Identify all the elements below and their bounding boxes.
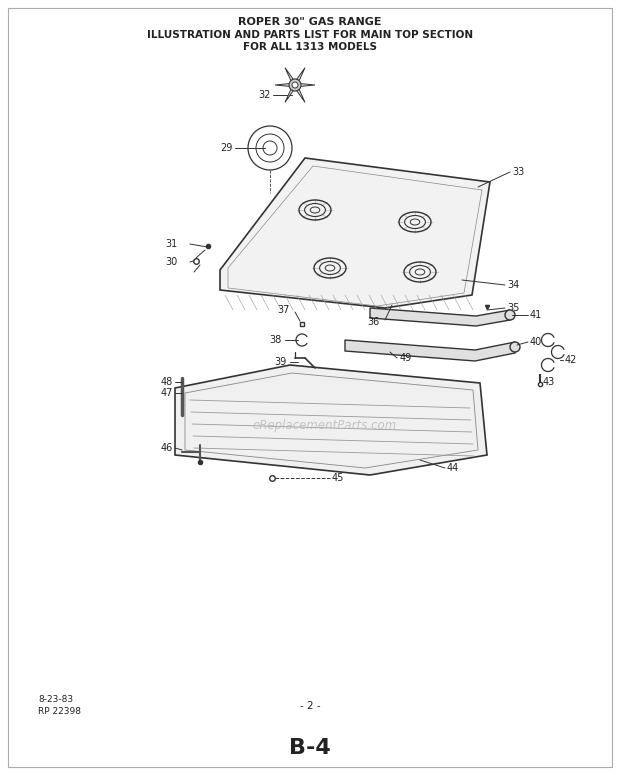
Text: B-4: B-4	[289, 738, 331, 758]
Text: 29: 29	[221, 143, 233, 153]
Text: 40: 40	[530, 337, 542, 347]
Polygon shape	[175, 365, 487, 475]
Text: 34: 34	[507, 280, 520, 290]
Text: ILLUSTRATION AND PARTS LIST FOR MAIN TOP SECTION: ILLUSTRATION AND PARTS LIST FOR MAIN TOP…	[147, 30, 473, 40]
Text: - 2 -: - 2 -	[299, 701, 321, 711]
Polygon shape	[285, 88, 294, 102]
Polygon shape	[285, 67, 294, 81]
Polygon shape	[220, 158, 490, 308]
Text: 37: 37	[278, 305, 290, 315]
Polygon shape	[296, 88, 305, 102]
Text: 30: 30	[166, 257, 178, 267]
Polygon shape	[300, 84, 315, 87]
Text: 45: 45	[332, 473, 344, 483]
Text: eReplacementParts.com: eReplacementParts.com	[253, 418, 397, 432]
Circle shape	[292, 82, 298, 88]
Polygon shape	[345, 340, 515, 361]
Text: 36: 36	[368, 317, 380, 327]
Ellipse shape	[505, 310, 515, 320]
Text: 35: 35	[507, 303, 520, 313]
Text: 41: 41	[530, 310, 542, 320]
Text: 43: 43	[543, 377, 556, 387]
Text: 42: 42	[565, 355, 577, 365]
Text: 47: 47	[161, 388, 173, 398]
Text: 38: 38	[270, 335, 282, 345]
Text: RP 22398: RP 22398	[38, 708, 81, 717]
Text: 32: 32	[259, 90, 271, 100]
Text: 8-23-83: 8-23-83	[38, 695, 73, 704]
Text: 46: 46	[161, 443, 173, 453]
Text: 49: 49	[400, 353, 412, 363]
Text: 48: 48	[161, 377, 173, 387]
Text: 31: 31	[166, 239, 178, 249]
Text: FOR ALL 1313 MODELS: FOR ALL 1313 MODELS	[243, 42, 377, 52]
Text: 44: 44	[447, 463, 459, 473]
Text: 39: 39	[275, 357, 287, 367]
Ellipse shape	[510, 342, 520, 352]
Polygon shape	[370, 308, 510, 326]
Circle shape	[289, 79, 301, 91]
Polygon shape	[275, 84, 290, 87]
Text: 33: 33	[512, 167, 525, 177]
Text: ROPER 30" GAS RANGE: ROPER 30" GAS RANGE	[238, 17, 382, 27]
Polygon shape	[296, 67, 305, 81]
